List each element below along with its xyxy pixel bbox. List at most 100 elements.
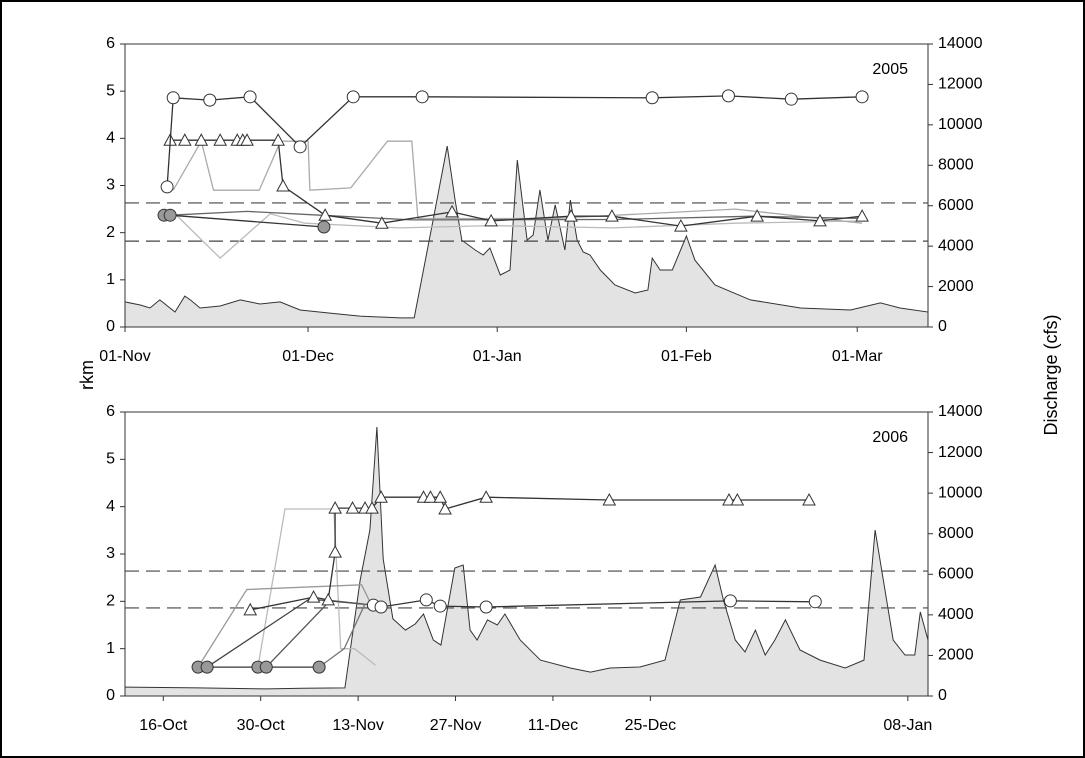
triangle-marker — [722, 492, 736, 506]
circle-marker — [293, 140, 307, 154]
triangle-marker — [674, 219, 688, 232]
x-tick-label: 01-Dec — [282, 348, 334, 365]
triangle-marker — [321, 592, 336, 606]
triangle-marker — [345, 501, 360, 514]
y2-tick-label: 12000 — [938, 444, 983, 461]
x-tick-label: 30-Oct — [237, 717, 286, 734]
y2-tick-label: 10000 — [938, 116, 983, 133]
y-tick-label: 6 — [106, 35, 115, 52]
x-tick-label: 11-Dec — [528, 717, 578, 734]
triangle-marker — [365, 501, 379, 514]
circle-marker — [723, 594, 737, 608]
triangle-marker — [602, 492, 617, 506]
triangle-marker — [479, 490, 493, 503]
triangle-marker — [564, 209, 578, 222]
circle-marker — [855, 90, 869, 104]
y-tick-label: 3 — [106, 545, 115, 562]
y-tick-label: 3 — [106, 177, 115, 194]
y-tick-label: 5 — [106, 82, 115, 99]
y2-tick-label: 6000 — [938, 566, 974, 583]
y2-tick-label: 14000 — [938, 403, 983, 420]
y2-tick-label: 4000 — [938, 606, 974, 623]
y2-tick-label: 6000 — [938, 197, 974, 214]
triangle-marker — [423, 490, 438, 503]
track-line — [206, 598, 374, 668]
circle-marker — [203, 93, 217, 107]
y2-tick-label: 0 — [938, 318, 947, 335]
triangle-marker — [374, 490, 388, 503]
circle-marker — [479, 600, 493, 614]
y2-tick-label: 2000 — [938, 278, 974, 295]
y2-axis-label: Discharge (cfs) — [1041, 314, 1061, 435]
triangle-marker — [605, 209, 619, 222]
triangle-marker — [855, 209, 869, 222]
circle-marker — [312, 660, 326, 674]
x-tick-label: 01-Feb — [661, 348, 712, 365]
panel-label: 2006 — [872, 429, 908, 446]
circle-marker — [166, 91, 180, 105]
x-tick-label: 16-Oct — [139, 717, 188, 734]
y2-tick-label: 10000 — [938, 484, 983, 501]
y2-tick-label: 8000 — [938, 525, 974, 542]
discharge-area — [124, 146, 929, 328]
circle-marker — [346, 90, 360, 104]
triangle-marker — [433, 490, 448, 503]
triangle-marker — [375, 216, 389, 229]
y2-tick-label: 4000 — [938, 237, 974, 254]
triangle-marker — [750, 209, 764, 222]
x-tick-label: 01-Jan — [473, 348, 522, 365]
track-line — [164, 214, 324, 228]
y2-tick-label: 14000 — [938, 35, 983, 52]
triangle-marker — [813, 213, 827, 227]
x-tick-label: 13-Nov — [332, 717, 384, 734]
triangle-marker — [445, 204, 459, 218]
y-tick-label: 0 — [106, 318, 115, 335]
x-tick-label: 01-Mar — [832, 348, 883, 365]
track-line — [250, 496, 809, 611]
y-tick-label: 4 — [106, 498, 115, 515]
circle-marker — [808, 595, 822, 609]
circle-marker — [419, 593, 433, 607]
y-tick-label: 4 — [106, 130, 115, 147]
triangle-marker — [318, 208, 332, 221]
circle-marker — [243, 90, 257, 104]
triangle-marker — [194, 133, 209, 146]
x-tick-label: 27-Nov — [430, 717, 482, 734]
circle-marker — [317, 220, 331, 234]
triangle-marker — [271, 133, 285, 146]
track-line — [318, 603, 366, 668]
circle-marker — [433, 599, 447, 613]
y-tick-label: 1 — [106, 640, 115, 657]
triangle-marker — [243, 602, 258, 616]
circle-marker — [163, 208, 177, 222]
x-tick-label: 08-Jan — [883, 717, 932, 734]
circle-marker — [415, 90, 429, 104]
triangle-marker — [276, 178, 290, 192]
circle-marker — [645, 91, 659, 105]
triangle-marker — [328, 545, 342, 558]
y-tick-label: 5 — [106, 451, 115, 468]
y2-tick-label: 12000 — [938, 76, 983, 93]
x-tick-label: 01-Nov — [99, 348, 151, 365]
y-tick-label: 2 — [106, 593, 115, 610]
triangle-marker — [213, 133, 228, 146]
circle-marker — [374, 600, 388, 614]
y-tick-label: 6 — [106, 403, 115, 420]
track-line — [257, 508, 376, 668]
y-tick-label: 2 — [106, 224, 115, 241]
y-axis-label: rkm — [77, 360, 97, 390]
circle-marker — [200, 660, 214, 674]
triangle-marker — [730, 492, 745, 506]
y-tick-label: 0 — [106, 687, 115, 704]
triangle-marker — [802, 492, 816, 506]
x-tick-label: 25-Dec — [625, 717, 677, 734]
y2-tick-label: 8000 — [938, 157, 974, 174]
circle-marker — [160, 180, 174, 194]
circle-marker — [259, 660, 273, 674]
track-line — [166, 95, 863, 187]
triangle-marker — [306, 590, 321, 603]
discharge-area — [124, 426, 929, 697]
triangle-marker — [177, 133, 192, 146]
